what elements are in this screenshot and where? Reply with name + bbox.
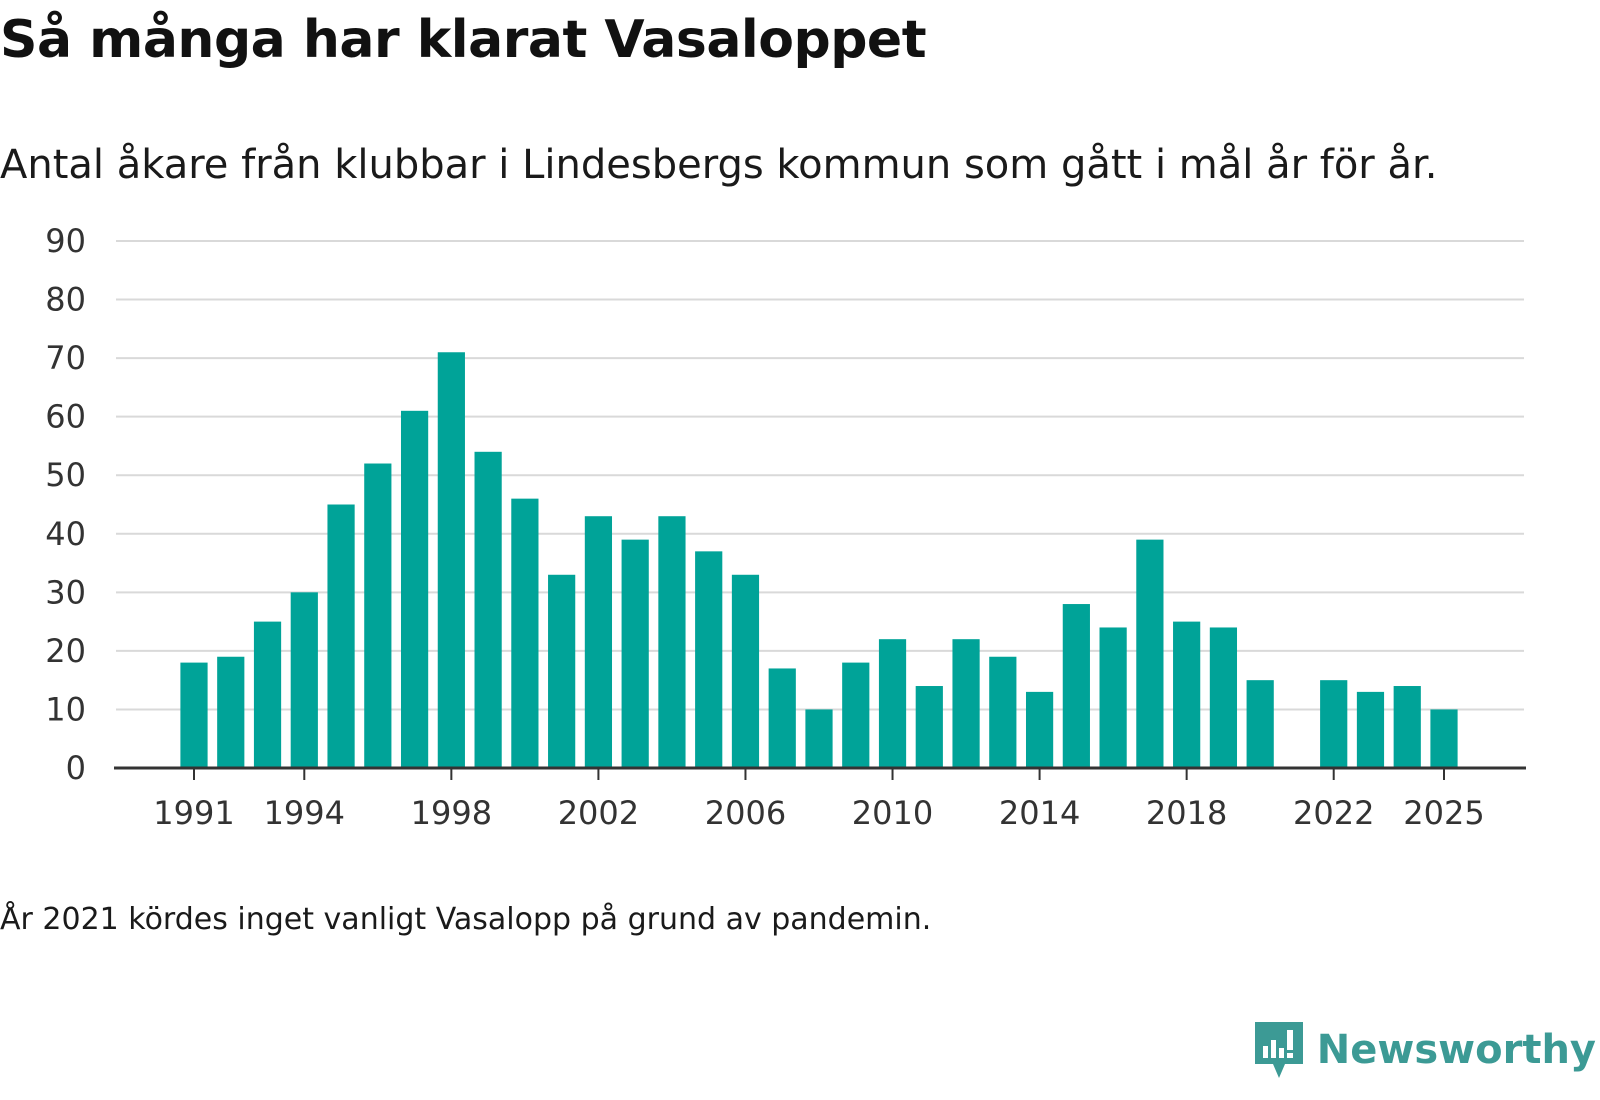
bar-2000 [511,498,539,768]
y-tick-label: 20 [45,632,86,670]
x-tick-label: 2022 [1293,794,1374,832]
bar-2015 [1062,604,1090,768]
bar-1999 [474,451,502,768]
y-tick-label: 30 [45,573,86,611]
bar-2016 [1099,627,1127,768]
x-tick-label: 1998 [411,794,492,832]
bar-1991 [180,662,208,768]
bar-2011 [915,686,943,768]
x-tick-label: 1994 [264,794,345,832]
y-tick-label: 40 [45,515,86,553]
x-tick-label: 2018 [1146,794,1227,832]
x-axis-labels: 1991 1994 1998 2002 2006 2010 2014 2018 2022 2025 [153,794,1484,832]
bar-2023 [1356,691,1385,768]
x-axis [114,766,1526,780]
bar-2020 [1246,680,1274,768]
bar-1996 [364,463,392,768]
bar-2009 [842,662,870,768]
bars [180,352,1458,768]
bar-1995 [327,504,355,768]
bar-2003 [621,539,649,768]
bar-2002 [584,516,613,768]
bar-2014 [1025,691,1054,768]
bar-2001 [548,574,576,768]
bar-2019 [1209,627,1238,768]
footnote: År 2021 kördes inget vanligt Vasalopp på… [0,902,932,937]
bar-1998 [437,352,465,768]
y-tick-label: 90 [45,222,86,260]
bar-1993 [253,621,282,768]
grid-lines [116,240,1524,711]
x-tick-label: 2025 [1403,794,1484,832]
y-tick-label: 50 [45,456,86,494]
bar-2024 [1393,686,1421,768]
x-tick-label: 2010 [852,794,933,832]
bar-1997 [400,410,429,768]
bar-2022 [1320,680,1348,768]
brand-name: Newsworthy [1316,1027,1596,1073]
bar-2018 [1173,621,1201,768]
bar-2006 [731,574,760,768]
y-tick-label: 80 [45,281,86,319]
chart-title: Så många har klarat Vasaloppet [0,10,927,70]
bar-2007 [768,668,796,768]
y-tick-label: 60 [45,398,86,436]
newsworthy-logo-icon [1254,1022,1303,1078]
bar-1992 [217,656,245,768]
bar-2025 [1430,709,1458,768]
y-axis-labels: 0 10 20 30 40 50 60 70 80 90 [45,222,86,787]
bar-1994 [290,592,318,768]
y-tick-label: 0 [66,749,86,787]
bar-2005 [695,551,723,768]
brand: Newsworthy [1253,1018,1596,1082]
x-tick-label: 1991 [153,794,234,832]
x-tick-label: 2002 [558,794,639,832]
x-tick-label: 2006 [705,794,786,832]
y-tick-label: 70 [45,339,86,377]
bar-2004 [658,516,686,768]
y-tick-label: 10 [45,690,86,728]
bar-2012 [952,639,980,768]
bar-2017 [1136,539,1164,768]
bar-2013 [989,656,1017,768]
chart-subtitle: Antal åkare från klubbar i Lindesbergs k… [0,142,1438,188]
bar-2010 [878,639,907,768]
bar-2008 [805,709,833,768]
bar-chart: 0 10 20 30 40 50 60 70 80 90 1991 1994 1998 2002 2006… [45,222,1526,832]
x-tick-label: 2014 [999,794,1080,832]
